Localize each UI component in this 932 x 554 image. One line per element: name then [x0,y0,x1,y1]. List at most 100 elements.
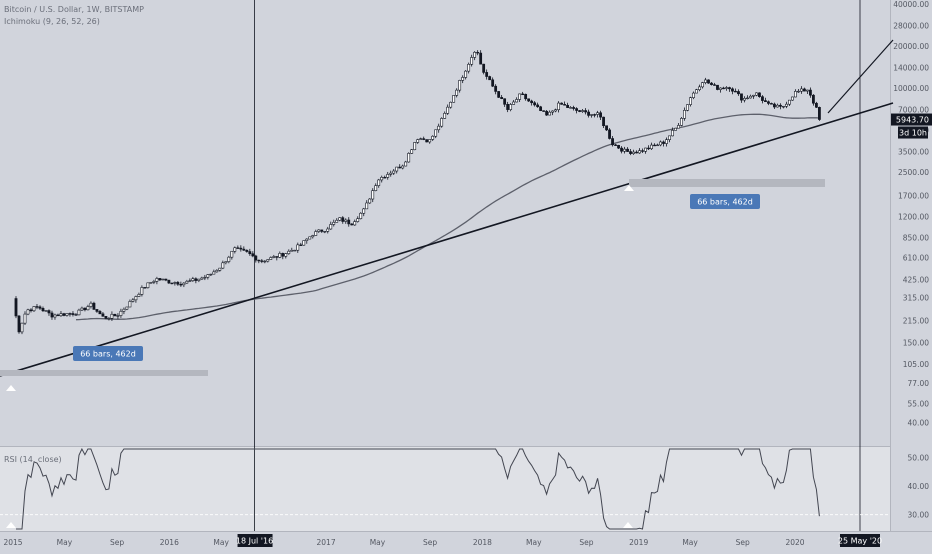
candle-body [701,82,704,88]
measure-range-bar[interactable] [629,179,825,187]
candle-body [128,301,132,308]
candle-body [173,282,177,284]
current-price-label: 5943.70 [896,116,929,125]
candle-body [731,88,734,92]
candle-body [377,179,381,186]
rsi-tick-label: 50.00 [908,454,930,463]
candle-body [140,287,144,295]
time-axis[interactable] [0,531,932,550]
candle-body [698,86,701,91]
candle-body [119,310,123,316]
candle-body [737,91,740,95]
candle-body [38,306,42,309]
marker-date-label: 25 May '20 [838,537,882,546]
candle-body [122,308,126,312]
marker-date-tag[interactable] [840,534,880,547]
candle-body [809,89,812,96]
candle-body [710,82,713,85]
candle-body [239,247,243,250]
measure-range-bar[interactable] [0,370,208,376]
candle-body [620,147,623,152]
candle-body [221,262,225,269]
candle-body [761,96,764,101]
support-trendline[interactable] [0,102,894,377]
marker-date-tag[interactable] [237,534,273,547]
candle-body [245,249,249,252]
countdown-tag [898,126,928,139]
candle-body [278,253,282,258]
candle-body [305,238,309,241]
marker-date-label: 18 Jul '16 [236,537,273,546]
price-tick-label: 610.00 [903,253,929,262]
candle-body [581,110,584,112]
candle-body [467,63,471,72]
candle-body [350,223,354,226]
candle-body [566,104,569,108]
candle-body [344,219,348,222]
time-tick-label: May [213,538,229,547]
candle-body [155,278,159,282]
candle-body [416,139,420,143]
price-axis[interactable] [890,0,932,550]
measure-label-box[interactable] [690,194,760,209]
candle-body [125,306,129,310]
candle-body [335,219,339,223]
candle-body [497,91,501,98]
candle-body [398,166,402,169]
rsi-pane[interactable] [0,447,890,531]
measure-label-box[interactable] [73,346,143,361]
main-pane[interactable] [0,0,890,446]
candle-body [554,109,558,112]
candle-body [17,315,21,333]
candle-body [311,235,315,238]
candle-body [515,99,519,103]
candle-body [692,92,695,98]
candle-body [272,256,276,258]
candle-body [146,282,150,288]
candle-body [812,94,815,104]
candle-body [470,57,474,65]
candle-body [116,315,120,317]
candle-body [380,176,384,181]
candle-body [167,279,171,284]
candle-body [656,144,659,147]
candle-body [668,135,671,140]
candle-body [20,322,24,333]
candle-body [110,313,114,319]
candle-body [209,273,213,276]
candle-body [152,281,156,283]
candle-body [677,125,680,129]
candle-body [290,249,294,252]
candle-body [680,118,683,126]
candle-body [137,294,141,297]
candle-body [254,255,258,261]
candle-body [608,129,611,139]
candle-body [353,221,357,226]
candle-body [95,309,99,312]
time-tick-label: May [682,538,698,547]
candle-body [413,142,417,151]
candle-body [284,253,288,257]
price-tick-label: 425.00 [903,275,929,284]
candle-body [449,101,453,108]
projection-line[interactable] [827,39,894,114]
candle-body [407,153,411,163]
candle-body [161,278,165,281]
candle-body [383,176,387,179]
candle-body [641,150,644,152]
time-tick-label: 2019 [629,538,648,547]
candle-body [98,311,102,315]
candle-body [500,97,504,99]
candle-body [704,79,707,83]
candle-body [248,251,252,255]
moving-average-line [75,113,820,321]
candle-body [41,308,45,312]
candle-body [626,148,629,152]
candle-body [185,280,189,284]
candle-body [713,84,716,86]
candle-body [815,102,818,108]
time-tick-label: May [526,538,542,547]
price-tick-label: 315.00 [903,294,929,303]
candle-body [671,130,674,137]
candle-body [107,318,111,320]
